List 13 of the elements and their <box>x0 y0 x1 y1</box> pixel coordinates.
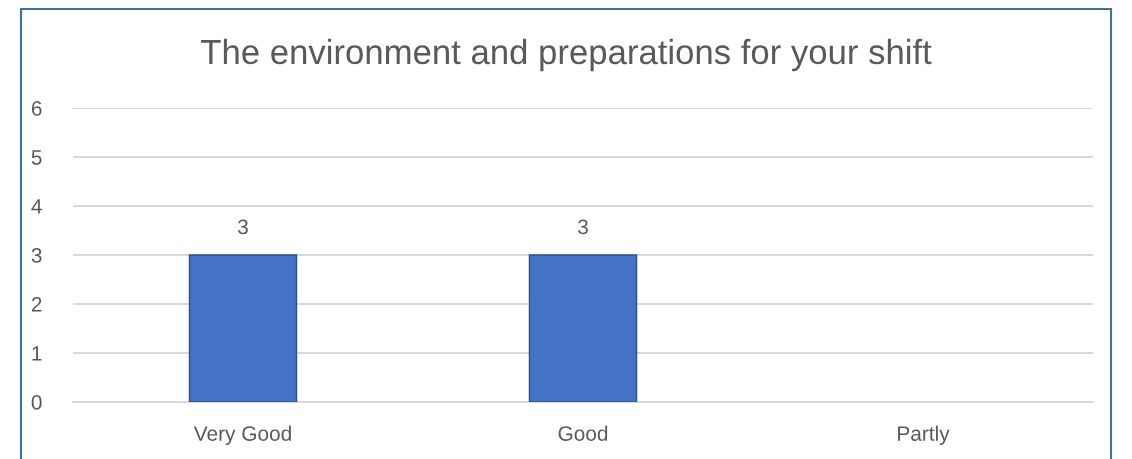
y-tick-label: 6 <box>31 101 42 116</box>
y-tick-label: 1 <box>32 346 42 361</box>
y-tick-label: 4 <box>31 199 42 214</box>
y-tick-label: 3 <box>31 248 42 263</box>
x-tick-label: Very Good <box>193 425 291 446</box>
y-tick-label: 2 <box>31 297 42 312</box>
x-tick-label: Good <box>558 425 608 441</box>
x-tick-label: Partly <box>898 425 950 446</box>
chart-title: The environment and preparations for your shift <box>201 38 932 72</box>
data-label: 3 <box>238 219 248 235</box>
data-label: 3 <box>578 219 588 235</box>
y-tick-label: 5 <box>31 150 42 165</box>
y-tick-label: 0 <box>31 395 42 410</box>
